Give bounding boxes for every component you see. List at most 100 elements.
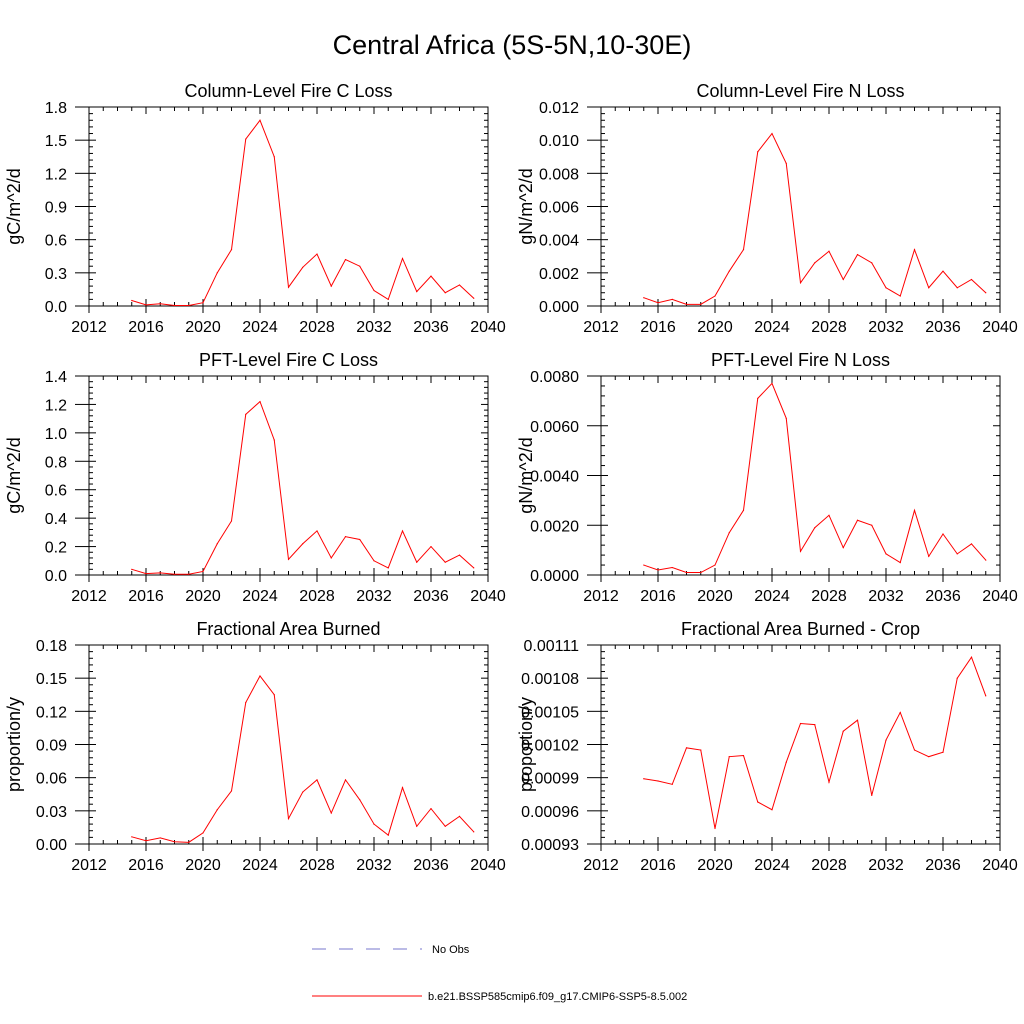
- data-point: [714, 827, 716, 830]
- data-point: [842, 547, 844, 549]
- y-tick-label: 0.0: [45, 299, 67, 316]
- data-point: [131, 568, 133, 570]
- data-point: [771, 809, 773, 811]
- data-point: [387, 567, 389, 569]
- data-point: [885, 553, 887, 555]
- data-point: [928, 756, 930, 758]
- x-tick-label: 2020: [185, 588, 221, 605]
- data-point: [287, 558, 290, 560]
- data-point: [970, 656, 973, 658]
- chart-panel-5: 2012 2016 2020 2024 2028 2032 2036 2040 0.00 0.03…: [4, 619, 506, 874]
- data-point: [373, 823, 375, 825]
- data-point: [757, 801, 759, 803]
- data-point: [188, 304, 190, 307]
- data-point: [814, 527, 816, 529]
- data-point: [259, 119, 261, 121]
- y-tick-label: 0.004: [539, 233, 579, 250]
- x-tick-label: 2028: [299, 857, 335, 874]
- series-line-1: [643, 656, 987, 829]
- data-point: [202, 570, 204, 573]
- data-point: [814, 262, 816, 264]
- x-tick-label: 2012: [583, 319, 619, 336]
- chart-panel-2: 2012 2016 2020 2024 2028 2032 2036 2040 0.000 0.0…: [516, 81, 1018, 336]
- data-point: [287, 817, 290, 820]
- data-point: [970, 543, 973, 545]
- x-tick-label: 2016: [128, 588, 164, 605]
- plot-frame: [88, 375, 489, 576]
- data-point: [145, 840, 147, 842]
- data-point: [643, 297, 645, 299]
- x-tick-label: 2020: [697, 857, 733, 874]
- data-point: [273, 439, 275, 441]
- data-point: [216, 272, 218, 274]
- data-point: [230, 520, 233, 522]
- series-line-1: [643, 132, 987, 305]
- data-point: [742, 754, 745, 757]
- data-point: [657, 780, 659, 782]
- y-tick-label: 0.0080: [530, 369, 579, 386]
- x-tick-label: 2024: [754, 319, 790, 336]
- data-point: [728, 270, 730, 272]
- data-point: [842, 730, 844, 732]
- panel-title: Fractional Area Burned - Crop: [681, 619, 920, 639]
- y-tick-label: 0.006: [539, 200, 579, 217]
- y-tick-label: 0.000: [539, 299, 579, 316]
- x-tick-label: 2028: [299, 588, 335, 605]
- data-point: [657, 302, 659, 304]
- data-point: [700, 749, 702, 751]
- x-tick-label: 2016: [640, 319, 676, 336]
- x-tick-label: 2040: [470, 588, 506, 605]
- x-tick-label: 2024: [754, 857, 790, 874]
- x-tick-label: 2020: [697, 588, 733, 605]
- y-tick-label: 0.8: [45, 454, 67, 471]
- data-point: [216, 543, 218, 545]
- y-tick-label: 0.00099: [521, 771, 579, 788]
- x-tick-label: 2012: [583, 588, 619, 605]
- x-tick-label: 2028: [811, 857, 847, 874]
- data-point: [359, 538, 361, 541]
- data-point: [473, 297, 475, 299]
- data-point: [287, 286, 290, 288]
- data-point: [373, 560, 375, 562]
- data-point: [159, 572, 161, 574]
- y-tick-label: 1.4: [45, 369, 67, 386]
- x-tick-label: 2036: [925, 319, 961, 336]
- data-point: [700, 571, 702, 574]
- y-tick-label: 0.00093: [521, 837, 579, 854]
- data-point: [473, 831, 475, 833]
- data-point: [458, 554, 461, 556]
- data-point: [401, 787, 404, 789]
- x-tick-label: 2016: [640, 857, 676, 874]
- y-tick-label: 0.002: [539, 266, 579, 283]
- data-point: [359, 799, 361, 801]
- data-point: [871, 524, 873, 526]
- plot-frame: [88, 106, 489, 307]
- y-axis-label: proportion/y: [516, 697, 536, 792]
- y-axis-label: gC/m^2/d: [4, 168, 24, 244]
- y-tick-label: 0.15: [36, 671, 67, 688]
- y-tick-label: 0.2: [45, 540, 67, 557]
- data-point: [771, 132, 773, 135]
- data-point: [259, 675, 261, 677]
- data-point: [643, 564, 645, 566]
- data-point: [757, 151, 759, 153]
- data-point: [316, 530, 318, 532]
- x-tick-label: 2036: [413, 588, 449, 605]
- data-point: [302, 791, 304, 793]
- data-point: [230, 790, 233, 792]
- data-point: [330, 812, 332, 814]
- chart-panel-4: 2012 2016 2020 2024 2028 2032 2036 2040 0.0000 0.…: [516, 350, 1018, 605]
- data-point: [928, 555, 930, 557]
- y-tick-label: 0.3: [45, 266, 67, 283]
- data-point: [430, 808, 432, 810]
- panel-title: PFT-Level Fire C Loss: [199, 350, 378, 370]
- data-point: [728, 756, 730, 758]
- data-point: [302, 543, 304, 545]
- y-tick-label: 0.0020: [530, 518, 579, 535]
- y-tick-label: 1.8: [45, 100, 67, 117]
- y-tick-label: 0.012: [539, 100, 579, 117]
- panel-title: Column-Level Fire C Loss: [184, 81, 392, 101]
- data-point: [401, 530, 404, 532]
- series-line-1: [131, 675, 475, 843]
- y-axis-label: gN/m^2/d: [516, 168, 536, 244]
